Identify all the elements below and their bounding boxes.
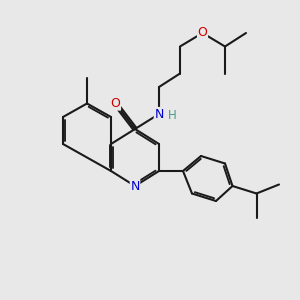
Text: N: N: [154, 107, 164, 121]
Text: H: H: [168, 109, 177, 122]
Text: O: O: [198, 26, 207, 40]
Text: O: O: [111, 97, 120, 110]
Text: N: N: [130, 179, 140, 193]
